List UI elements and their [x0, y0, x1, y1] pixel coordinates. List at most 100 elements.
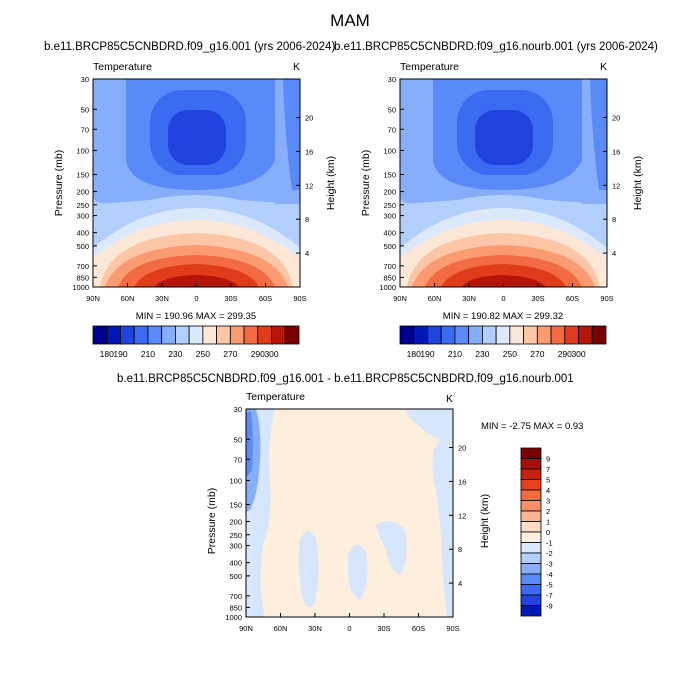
- panel2-xtick-label: 30N: [462, 294, 476, 303]
- panel3-xtick-label: 30S: [377, 624, 390, 633]
- panel3-colorbar-label: 2: [546, 507, 550, 516]
- panel3-stats: MIN = -2.75 MAX = 0.93: [481, 421, 584, 432]
- panel1-ytick-label: 1000: [72, 283, 89, 292]
- panel1-ytick-label: 30: [81, 75, 89, 84]
- panel1-colorbar-label: 210: [141, 349, 155, 359]
- panel1-xtick-label: 60N: [121, 294, 135, 303]
- panel2-ytick-right-label: 8: [612, 215, 616, 224]
- panel1-ytick-right-label: 20: [305, 114, 313, 123]
- panel3-colorbar-box: [520, 479, 542, 491]
- panel2-left-string: Temperature: [400, 61, 459, 73]
- panel1-ytick-right-label: 12: [305, 181, 313, 190]
- panel2-xtick-label: 90S: [600, 294, 613, 303]
- panel3-units: K: [446, 393, 454, 405]
- panel2-colorbar-label: 230: [475, 349, 489, 359]
- panel3-ytick-right-label: 8: [458, 545, 462, 554]
- panel1-ytick-right-label: 16: [305, 147, 313, 156]
- panel2-ytick-label: 1000: [379, 283, 396, 292]
- panel3-colorbar-label: -4: [546, 570, 553, 579]
- panel3-colorbar-box: [520, 552, 542, 564]
- panel3-colorbar-box: [520, 500, 542, 512]
- panel3-left-string: Temperature: [246, 391, 305, 403]
- panel3-colorbar-box: [520, 489, 542, 501]
- panel1-xtick-label: 60S: [259, 294, 272, 303]
- panel3-ytick-right-label: 20: [458, 444, 466, 453]
- panel2-title: b.e11.BRCP85C5CNBDRD.f09_g16.nourb.001 (…: [334, 41, 658, 53]
- panel2-ytick-right-label: 16: [612, 147, 620, 156]
- panel3-ytick-label: 1000: [225, 613, 242, 622]
- panel1-xtick-label: 90N: [86, 294, 100, 303]
- panel3-colorbar-label: 0: [546, 528, 550, 537]
- panel1-colorbar: 180 190 210 230 250 270 290 300: [92, 325, 300, 359]
- panel2-axis-ticks: 90N 60N 30N 0 30S 60S 90S 30 50 70 100 150 200 250 300…: [379, 75, 620, 303]
- panel3-colorbar-box: [520, 563, 542, 575]
- panel1-ytick-right-label: 8: [305, 215, 309, 224]
- panel3-xtick-label: 0: [347, 624, 351, 633]
- panel3-ytick-label: 50: [234, 435, 242, 444]
- panel3-ytick-label: 250: [229, 531, 242, 540]
- panel3-ytick-label: 150: [229, 500, 242, 509]
- panel1-ytick-label: 150: [76, 170, 89, 179]
- panel1-ytick-label: 250: [76, 201, 89, 210]
- panel2-ytick-label: 850: [383, 273, 396, 282]
- panel3-axis-ticks: 90N 60N 30N 0 30S 60S 90S 30 50 70 100 150 200 250 300…: [225, 405, 466, 633]
- panel3-colorbar-box: [520, 573, 542, 585]
- panel3-colorbar-label: -7: [546, 591, 553, 600]
- panel2-ytick-label: 250: [383, 201, 396, 210]
- panel3-colorbar-label: -5: [546, 581, 553, 590]
- panel3-colorbar-box: [520, 594, 542, 606]
- panel3-colorbar-box: [520, 542, 542, 554]
- panel2-ytick-label: 100: [383, 146, 396, 155]
- panel3-colorbar-label: 1: [546, 518, 550, 527]
- panel2-ytick-label: 700: [383, 262, 396, 271]
- panel3-ytick-label: 850: [229, 603, 242, 612]
- panel3-ytick-label: 70: [234, 455, 242, 464]
- panel3-colorbar-label: 9: [546, 455, 550, 464]
- panel1-contour-fill: [93, 79, 300, 287]
- panel2-ytick-label: 200: [383, 188, 396, 197]
- panel1-ytick-label: 50: [81, 105, 89, 114]
- panel3-colorbar-box: [520, 584, 542, 596]
- panel2-xtick-label: 60S: [566, 294, 579, 303]
- panel1-colorbar-label: 180: [100, 349, 114, 359]
- panel2-colorbar-label: 180: [407, 349, 421, 359]
- panel2-ytick-label: 70: [388, 125, 396, 134]
- panel3-colorbar-label: 3: [546, 497, 550, 506]
- panel2-ytick-label: 400: [383, 229, 396, 238]
- panel3-xtick-label: 90S: [446, 624, 459, 633]
- panel3-colorbar-box: [520, 521, 542, 533]
- figure-title: MAM: [330, 11, 370, 30]
- panel1-ytick-label: 200: [76, 188, 89, 197]
- panel1-colorbar-label: 290: [251, 349, 265, 359]
- panel3-ytick-label: 30: [234, 405, 242, 414]
- panel3-xtick-label: 60N: [274, 624, 288, 633]
- panel1-colorbar-label: 300: [264, 349, 278, 359]
- panel1-colorbar-label: 250: [196, 349, 210, 359]
- panel2-stats: MIN = 190.82 MAX = 299.32: [442, 311, 564, 322]
- panel3-colorbar-label: 5: [546, 476, 550, 485]
- panel2-units: K: [600, 61, 608, 73]
- panel1-ytick-label: 850: [76, 273, 89, 282]
- panel3-colorbar-label: -3: [546, 560, 553, 569]
- panel1-xtick-label: 30S: [224, 294, 237, 303]
- panel2-ytick-label: 30: [388, 75, 396, 84]
- panel3-contour-fill: [246, 409, 453, 617]
- panel2-ytick-right-label: 20: [612, 114, 620, 123]
- panel3-ytick-label: 200: [229, 518, 242, 527]
- panel3-colorbar-label: 4: [546, 486, 550, 495]
- panel3-ytick-label: 400: [229, 559, 242, 568]
- panel3-colorbar: 97 54 32 10 -1-2 -3-4 -5-7 -9: [520, 447, 553, 617]
- panel3-colorbar-box: [520, 447, 542, 459]
- panel3-ytick-right-label: 16: [458, 477, 466, 486]
- panel3-colorbar-box: [520, 510, 542, 522]
- panel3-colorbar-label: -9: [546, 602, 553, 611]
- panel2-xtick-label: 60N: [428, 294, 442, 303]
- panel2-colorbar-label: 210: [448, 349, 462, 359]
- panel1-colorbar-label: 270: [223, 349, 237, 359]
- panel1-left-string: Temperature: [93, 61, 152, 73]
- panel2-ytick-label: 150: [383, 170, 396, 179]
- panel1-ytick-label: 300: [76, 212, 89, 221]
